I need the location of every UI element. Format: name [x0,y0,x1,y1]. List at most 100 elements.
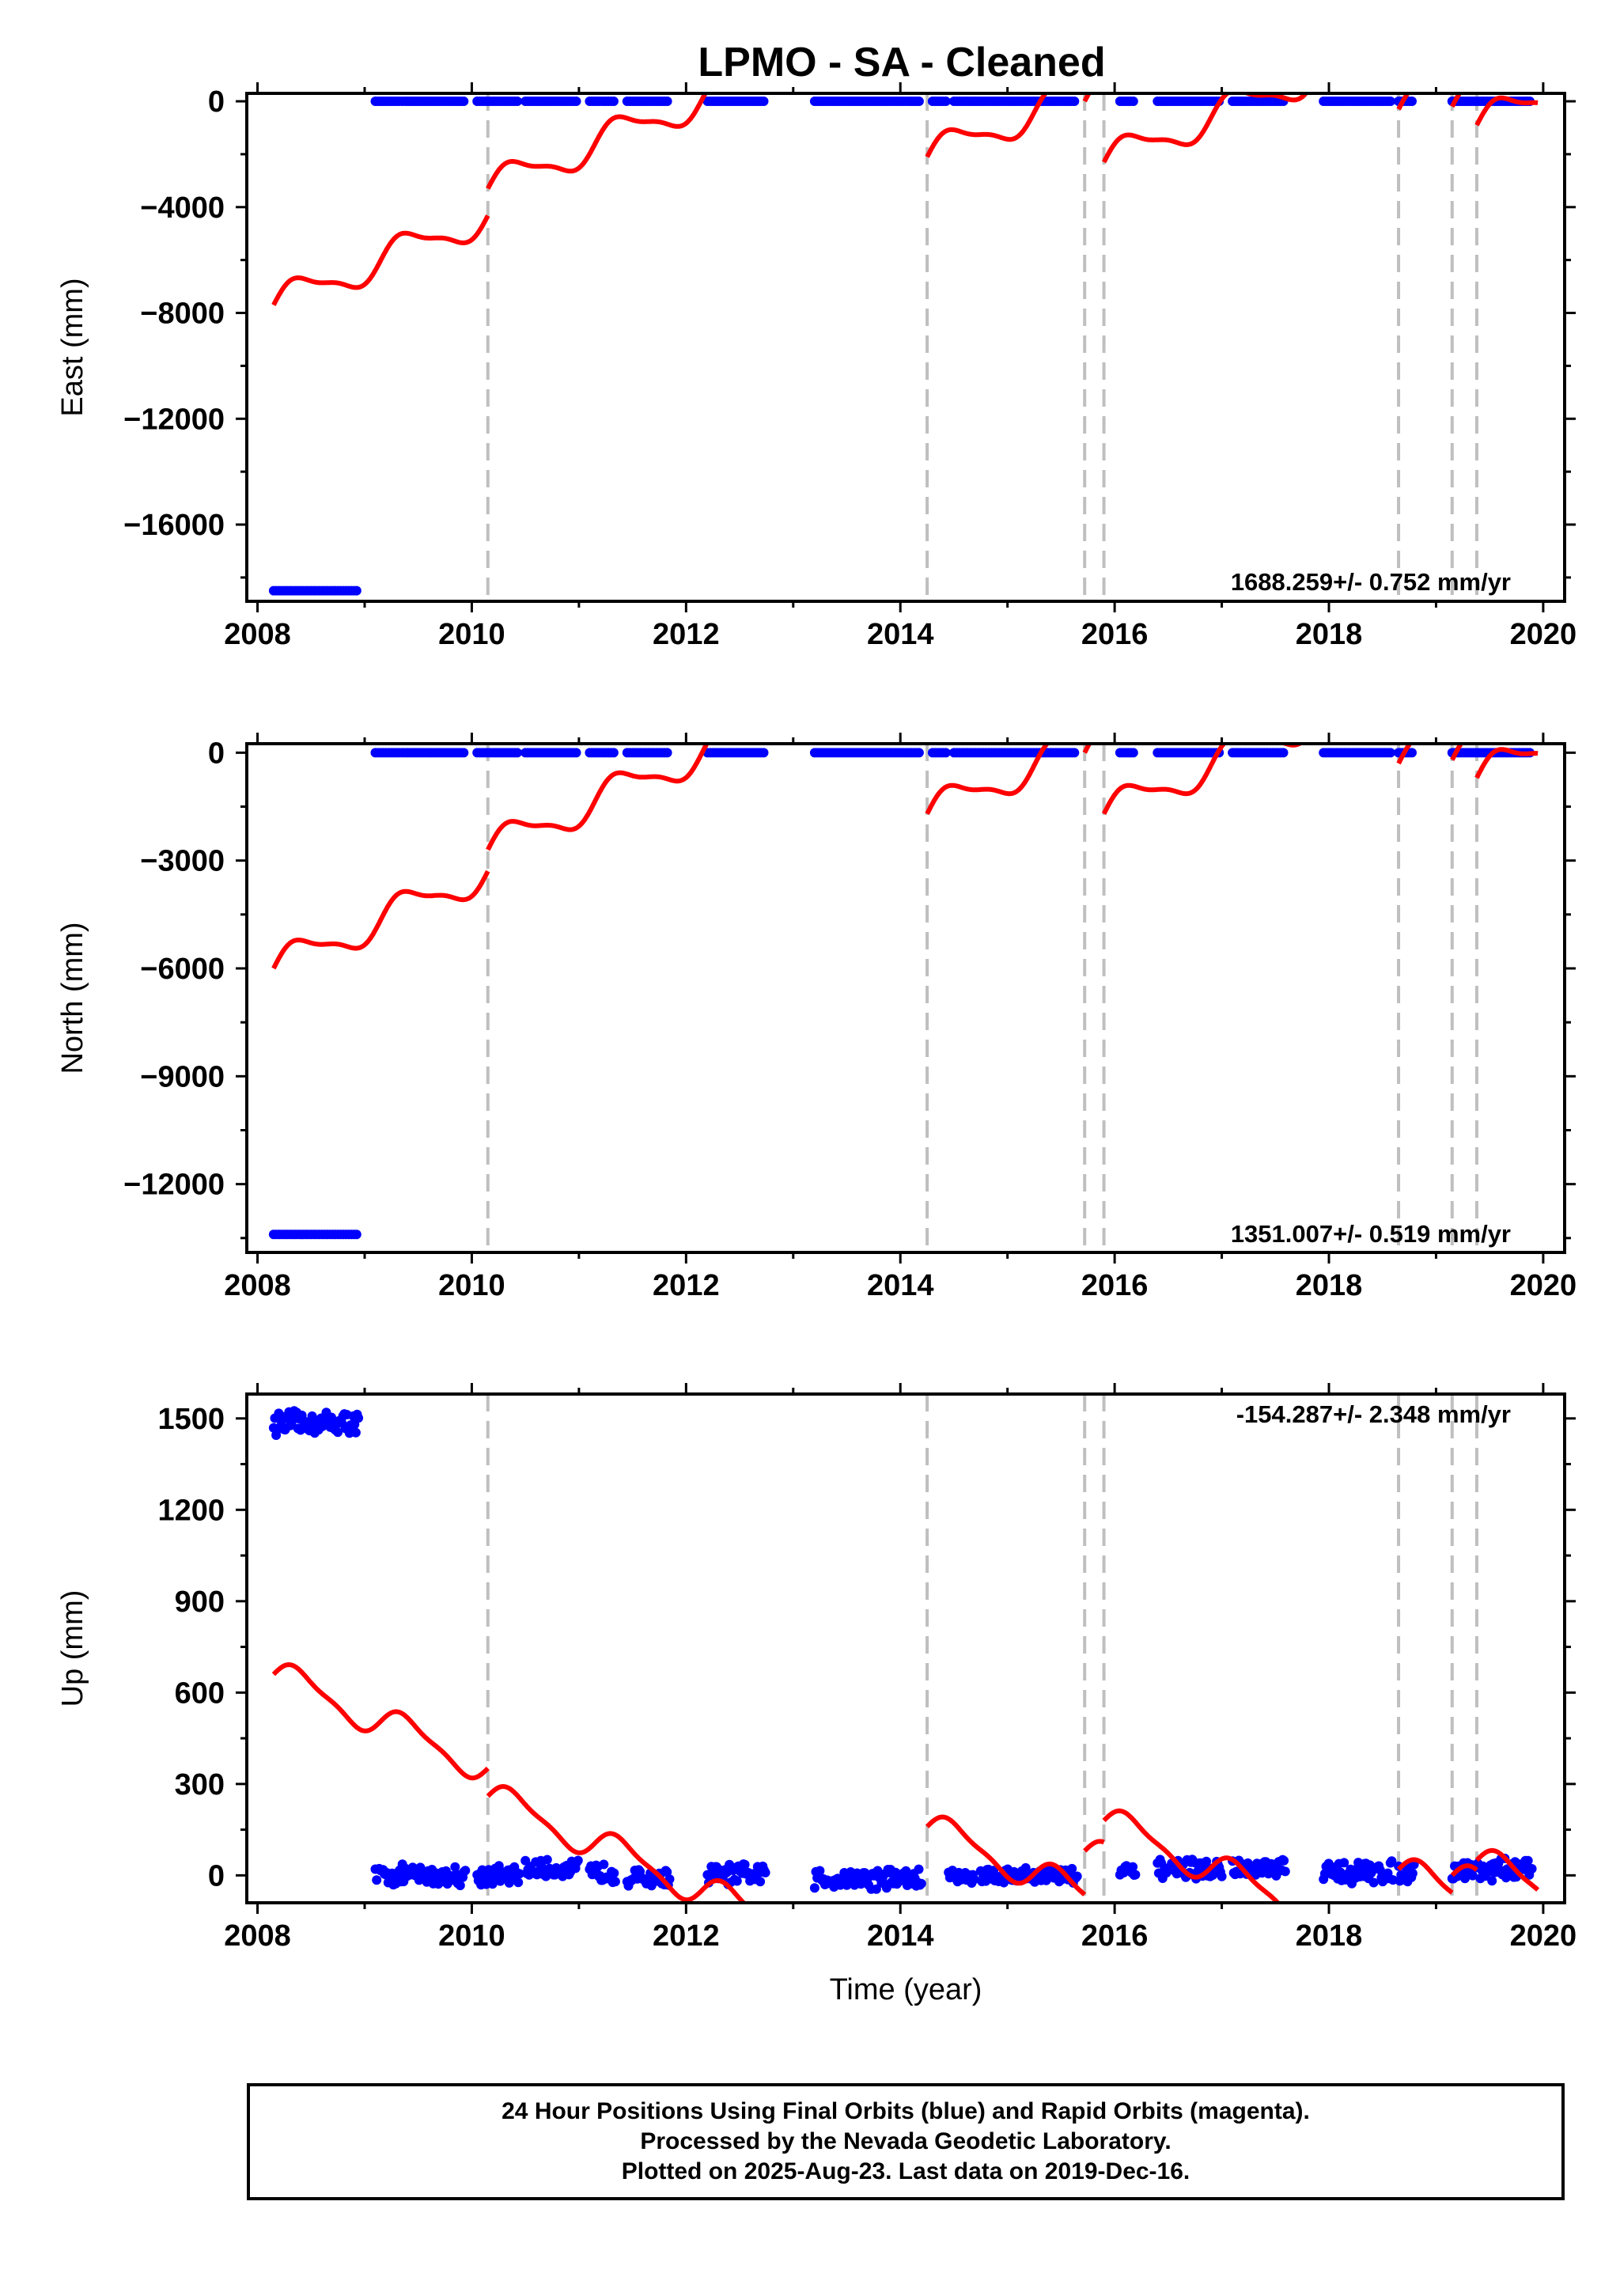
up-data-point [760,1867,770,1877]
east-data-points [268,97,1535,596]
east-y-tick-label: −8000 [140,297,225,331]
up-data-point [809,1883,819,1893]
up-data-point [1523,1855,1533,1866]
up-data-point [1279,1855,1289,1866]
up-x-tick-label: 2018 [1296,1919,1363,1953]
east-x-tick-label: 2018 [1296,618,1363,651]
east-y-tick-label: −12000 [123,403,225,436]
up-data-point [460,1866,471,1876]
east-x-tick-label: 2020 [1510,618,1577,651]
up-data-point [1487,1876,1497,1886]
figure-title: LPMO - SA - Cleaned [698,40,1105,85]
footer-line-3: Plotted on 2025-Aug-23. Last data on 201… [621,2158,1190,2184]
up-data-point [333,1427,343,1438]
north-data-point [1278,748,1289,758]
footer-line-2: Processed by the Nevada Geodetic Laborat… [640,2128,1171,2154]
east-data-point [351,585,361,596]
east-y-tick-label: 0 [208,85,225,119]
up-x-tick-label: 2020 [1510,1919,1577,1953]
up-x-tick-label: 2014 [867,1919,934,1953]
east-x-tick-label: 2012 [653,618,720,651]
up-data-point [914,1864,924,1874]
up-data-point [354,1413,364,1423]
north-plot-area [268,744,1539,1252]
up-data-point [372,1875,382,1885]
east-rate-label: 1688.259+/- 0.752 mm/yr [1231,568,1511,596]
up-data-point [1368,1877,1379,1888]
north-data-points [268,748,1535,1240]
up-data-point [969,1874,979,1885]
up-data-point [514,1869,524,1879]
up-data-point [740,1859,750,1870]
north-data-point [608,748,619,758]
north-x-tick-label: 2014 [867,1269,934,1302]
north-data-point [1128,748,1138,758]
panel-east: 2008 2010 2012 2014 2016 2018 2020 0 −4000 −8000 −… [56,82,1577,651]
north-data-point [1069,748,1080,758]
up-data-point [542,1855,552,1865]
up-fit-line [271,1662,1540,1903]
up-data-point [662,1867,672,1877]
up-data-point [1217,1871,1227,1881]
up-data-point [350,1427,361,1438]
up-data-points [268,1406,1537,1894]
north-rate-label: 1351.007+/- 0.519 mm/yr [1231,1220,1511,1248]
up-data-point [999,1877,1009,1888]
east-frame [245,92,1566,603]
up-data-point [1387,1856,1397,1866]
east-data-point [1128,97,1138,106]
up-data-point [610,1877,620,1887]
north-y-axis-label: North (mm) [56,922,89,1074]
north-y-tick-label: −3000 [140,845,225,878]
footer-line-1: 24 Hour Positions Using Final Orbits (bl… [502,2098,1310,2124]
east-y-axis-label: East (mm) [56,278,89,416]
north-fit-line [271,744,1539,970]
up-frame [245,1392,1566,1904]
east-data-point [608,97,619,106]
north-data-point [1407,748,1417,758]
up-data-point [1339,1858,1349,1868]
north-x-tick-label: 2020 [1510,1269,1577,1302]
up-data-point [455,1881,465,1891]
up-y-tick-label: 900 [175,1586,225,1619]
east-data-point [759,97,769,106]
up-x-tick-label: 2008 [224,1919,291,1953]
up-y-tick-label: 1500 [157,1403,225,1436]
up-data-point [755,1877,766,1887]
north-x-tick-label: 2008 [224,1269,291,1302]
north-data-point [513,748,522,758]
north-y-tick-label: −6000 [140,953,225,986]
up-x-tick-label: 2016 [1081,1919,1149,1953]
north-y-tick-label: 0 [208,737,225,770]
east-data-point [1069,97,1080,106]
north-x-tick-label: 2018 [1296,1269,1363,1302]
east-data-point [1407,97,1417,106]
east-x-tick-label: 2014 [867,618,934,651]
east-y-tick-label: −16000 [123,509,225,542]
north-x-tick-label: 2012 [653,1269,720,1302]
up-x-axis-label: Time (year) [830,1973,982,2006]
up-y-tick-label: 300 [175,1768,225,1802]
north-x-tick-label: 2016 [1081,1269,1149,1302]
east-data-point [662,97,672,106]
up-data-point [1020,1862,1031,1873]
north-data-point [459,748,469,758]
up-x-tick-label: 2010 [438,1919,505,1953]
panel-north: 2008 2010 2012 2014 2016 2018 2020 0 −3000 −6000 −… [56,733,1577,1302]
north-y-tick-label: −9000 [140,1060,225,1093]
north-data-point [1385,748,1395,758]
north-y-tick-label: −12000 [123,1169,225,1202]
up-data-point [1072,1871,1082,1881]
north-data-point [759,748,769,758]
east-x-tick-label: 2008 [224,618,291,651]
east-data-point [513,97,522,106]
up-data-point [1130,1870,1141,1880]
panel-up: 2008 2010 2012 2014 2016 2018 2020 1500 1200 900 6… [56,1383,1576,2006]
up-y-tick-label: 0 [208,1859,225,1892]
up-rate-label: -154.287+/- 2.348 mm/yr [1236,1400,1511,1428]
up-data-point [916,1878,926,1889]
up-y-tick-label: 600 [175,1677,225,1710]
up-y-axis-label: Up (mm) [56,1590,89,1707]
north-data-point [914,748,924,758]
